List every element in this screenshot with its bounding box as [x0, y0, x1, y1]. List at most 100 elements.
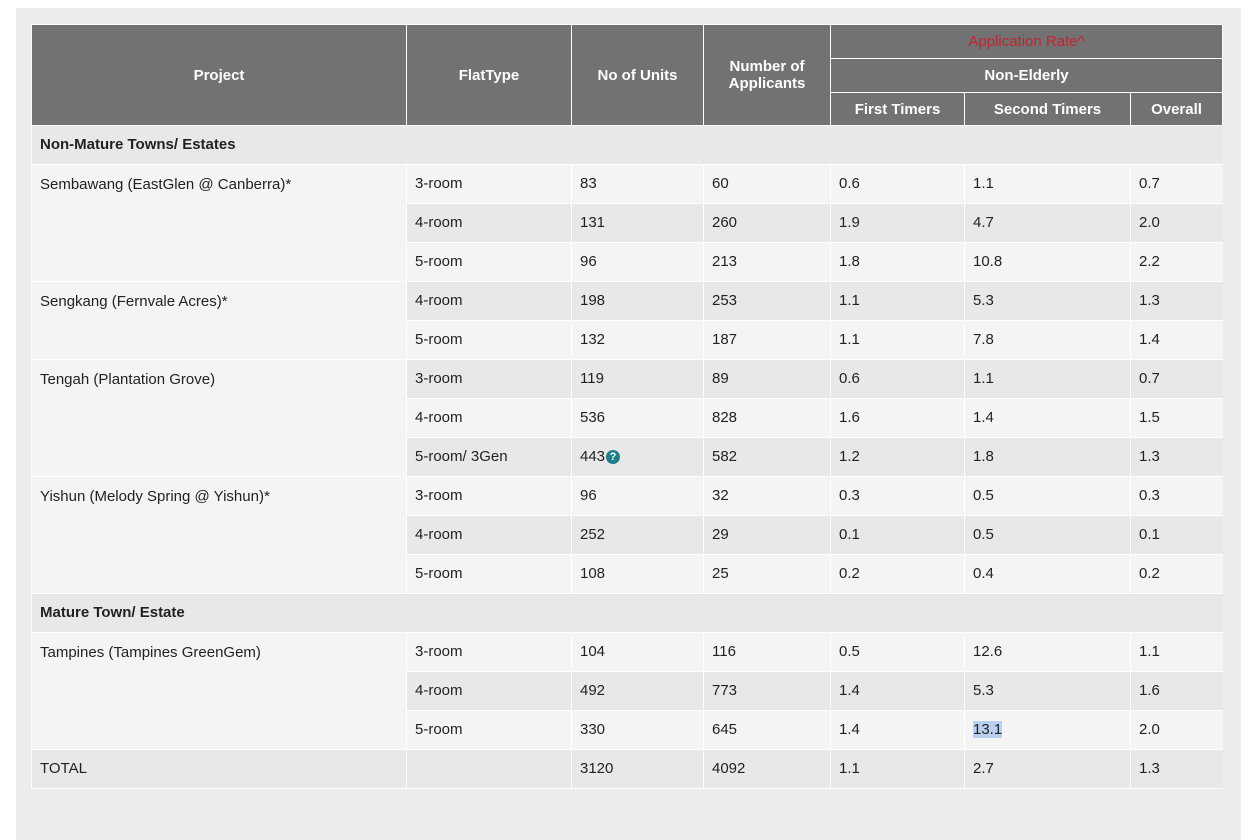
units-cell: 104	[571, 632, 704, 672]
overall-cell: 0.2	[1130, 554, 1223, 594]
selected-text: 13.1	[973, 721, 1003, 738]
units-cell: 443?	[571, 437, 704, 477]
units-value: 198	[580, 292, 606, 309]
second-timers-cell: 7.8	[964, 320, 1131, 360]
second-timers-value: 12.6	[973, 643, 1003, 660]
first-timers-cell: 1.6	[830, 398, 965, 438]
header-no-of-units: No of Units	[571, 24, 704, 126]
question-icon[interactable]: ?	[606, 450, 621, 465]
application-rate-table: Project FlatType No of Units Number of A…	[31, 24, 1223, 789]
units-cell: 108	[571, 554, 704, 594]
applicants-cell: 32	[703, 476, 831, 516]
project-name: Tengah (Plantation Grove)	[31, 359, 407, 477]
units-value: 96	[580, 487, 597, 504]
flat-type-cell: 3-room	[406, 359, 572, 399]
section-row: Non-Mature Towns/ Estates	[31, 125, 1223, 165]
first-timers-cell: 0.6	[830, 359, 965, 399]
header-overall: Overall	[1130, 92, 1223, 126]
header-first-timers: First Timers	[830, 92, 965, 126]
overall-cell: 2.0	[1130, 203, 1223, 243]
second-timers-value: 1.4	[973, 409, 994, 426]
applicants-cell: 773	[703, 671, 831, 711]
units-value: 330	[580, 721, 606, 738]
second-timers-value: 0.4	[973, 565, 994, 582]
first-timers-cell: 0.1	[830, 515, 965, 555]
total-overall: 1.3	[1130, 749, 1223, 789]
total-second-timers: 2.7	[964, 749, 1131, 789]
first-timers-cell: 0.3	[830, 476, 965, 516]
flat-type-cell: 3-room	[406, 164, 572, 204]
flat-type-cell: 4-room	[406, 281, 572, 321]
table-row: 4-room 252 29 0.1 0.5 0.1	[32, 515, 1223, 555]
units-cell: 96	[571, 242, 704, 282]
applicants-cell: 116	[703, 632, 831, 672]
second-timers-value: 10.8	[973, 253, 1003, 270]
second-timers-cell: 10.8	[964, 242, 1131, 282]
units-value: 132	[580, 331, 606, 348]
flat-type-cell: 4-room	[406, 398, 572, 438]
section-title: Mature Town/ Estate	[31, 593, 1223, 633]
flat-type-cell: 3-room	[406, 632, 572, 672]
flat-type-cell: 5-room/ 3Gen	[406, 437, 572, 477]
first-timers-cell: 0.2	[830, 554, 965, 594]
units-value: 104	[580, 643, 606, 660]
applicants-cell: 213	[703, 242, 831, 282]
flat-type-cell: 4-room	[406, 515, 572, 555]
units-value: 443	[580, 448, 606, 465]
project-name: Tampines (Tampines GreenGem)	[31, 632, 407, 750]
table-row: 5-room 96 213 1.8 10.8 2.2	[32, 242, 1223, 282]
units-cell: 132	[571, 320, 704, 360]
second-timers-cell: 1.1	[964, 164, 1131, 204]
applicants-cell: 828	[703, 398, 831, 438]
overall-cell: 0.1	[1130, 515, 1223, 555]
flat-type-cell: 5-room	[406, 554, 572, 594]
units-cell: 83	[571, 164, 704, 204]
section-title: Non-Mature Towns/ Estates	[31, 125, 1223, 165]
units-value: 119	[580, 370, 604, 387]
applicants-cell: 29	[703, 515, 831, 555]
second-timers-cell: 5.3	[964, 671, 1131, 711]
overall-cell: 0.7	[1130, 164, 1223, 204]
flat-type-cell: 4-room	[406, 671, 572, 711]
content-panel: Project FlatType No of Units Number of A…	[16, 8, 1241, 840]
units-value: 96	[580, 253, 597, 270]
overall-cell: 2.0	[1130, 710, 1223, 750]
total-flat-type	[406, 749, 572, 789]
overall-cell: 1.3	[1130, 281, 1223, 321]
second-timers-value: 5.3	[973, 682, 994, 699]
applicants-cell: 260	[703, 203, 831, 243]
first-timers-cell: 0.6	[830, 164, 965, 204]
units-cell: 536	[571, 398, 704, 438]
units-cell: 252	[571, 515, 704, 555]
first-timers-cell: 1.2	[830, 437, 965, 477]
second-timers-cell: 1.4	[964, 398, 1131, 438]
applicants-cell: 253	[703, 281, 831, 321]
second-timers-cell: 0.4	[964, 554, 1131, 594]
header-second-timers: Second Timers	[964, 92, 1131, 126]
second-timers-value: 0.5	[973, 526, 994, 543]
overall-cell: 1.6	[1130, 671, 1223, 711]
total-row: TOTAL 3120 4092 1.1 2.7 1.3	[31, 749, 1223, 789]
table-row: Sengkang (Fernvale Acres)* 4-room 198 253 1.…	[31, 281, 1223, 360]
first-timers-cell: 0.5	[830, 632, 965, 672]
units-cell: 96	[571, 476, 704, 516]
overall-cell: 2.2	[1130, 242, 1223, 282]
overall-cell: 0.7	[1130, 359, 1223, 399]
table-row: 5-room/ 3Gen 443? 582 1.2 1.8 1.3	[32, 437, 1223, 477]
units-value: 131	[580, 214, 606, 231]
second-timers-cell: 12.6	[964, 632, 1131, 672]
table-body: Non-Mature Towns/ Estates Sembawang (East…	[31, 125, 1223, 789]
overall-cell: 1.4	[1130, 320, 1223, 360]
second-timers-value: 5.3	[973, 292, 994, 309]
second-timers-cell: 13.1	[964, 710, 1131, 750]
table-row: Tengah (Plantation Grove) 3-room 119 89 0.6 1…	[31, 359, 1223, 477]
project-name: Sengkang (Fernvale Acres)*	[31, 281, 407, 360]
first-timers-cell: 1.1	[830, 281, 965, 321]
applicants-cell: 187	[703, 320, 831, 360]
table-row: 5-room 108 25 0.2 0.4 0.2	[32, 554, 1223, 594]
applicants-cell: 60	[703, 164, 831, 204]
first-timers-cell: 1.9	[830, 203, 965, 243]
total-first-timers: 1.1	[830, 749, 965, 789]
header-number-of-applicants: Number of Applicants	[703, 24, 831, 126]
header-applicants-line2: Applicants	[728, 75, 806, 92]
